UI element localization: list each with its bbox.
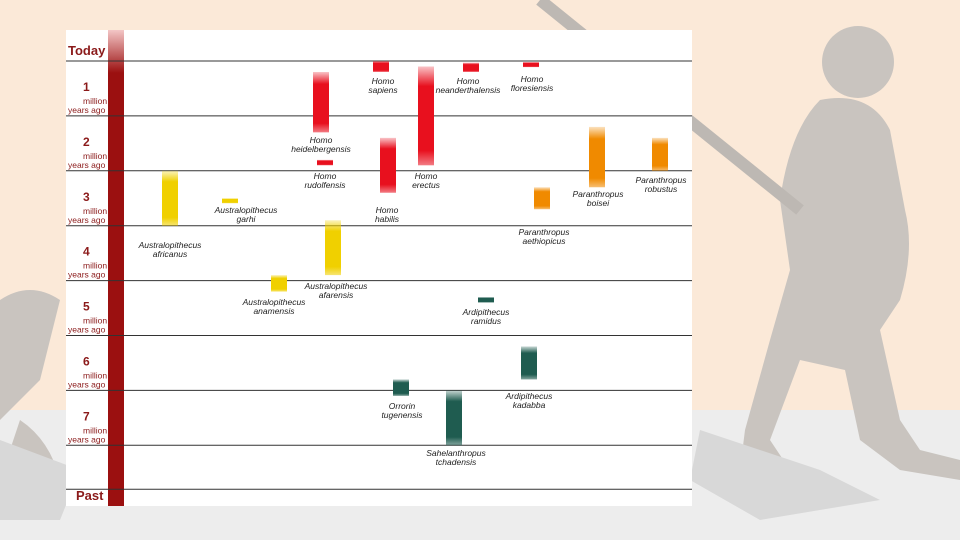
tick-unit-label: years ago: [68, 434, 106, 444]
time-axis-bar: [108, 30, 124, 506]
tick-label-2: 2: [83, 135, 90, 149]
australopithecus-anamensis-label: Australopithecus anamensis: [242, 297, 306, 316]
paranthropus-aethiopicus-bar: [534, 187, 550, 210]
sahelanthropus-tchadensis-label: Sahelanthropus tchadensis: [426, 448, 486, 467]
homo-floresiensis-bar: [523, 62, 539, 68]
tick-unit-label: years ago: [68, 105, 106, 115]
tick-unit-label: years ago: [68, 325, 106, 335]
hominin-timeline-chart: Today Past 1 million years ago 2 million years …: [66, 30, 692, 506]
homo-erectus-label: Homo erectus: [412, 171, 440, 190]
tick-unit-label: years ago: [68, 270, 106, 280]
tick-label-4: 4: [83, 245, 90, 259]
tick-unit-label: million: [83, 371, 107, 381]
sahelanthropus-tchadensis-bar: [446, 390, 462, 446]
homo-sapiens-label: Homo sapiens: [368, 76, 398, 95]
australopithecus-africanus-bar: [162, 170, 178, 226]
paranthropus-boisei-label: Paranthropus boisei: [572, 189, 624, 208]
tick-label-6: 6: [83, 355, 90, 369]
tick-label-5: 5: [83, 300, 90, 314]
australopithecus-afarensis-bar: [325, 220, 341, 276]
tick-unit-label: million: [83, 206, 107, 216]
homo-erectus-bar: [418, 66, 434, 166]
tick-unit-label: million: [83, 96, 107, 106]
tick-label-1: 1: [83, 80, 90, 94]
tick-unit-label: years ago: [68, 380, 106, 390]
orrorin-tugenensis-label: Orrorin tugenensis: [381, 401, 423, 420]
homo-neanderthalensis-bar: [463, 62, 479, 72]
ardipithecus-ramidus-label: Ardipithecus ramidus: [462, 307, 510, 326]
homo-neanderthalensis-label: Homo neanderthalensis: [435, 76, 501, 95]
orrorin-tugenensis-bar: [393, 379, 409, 396]
tick-label-7: 7: [83, 409, 90, 423]
paranthropus-robustus-bar: [652, 137, 668, 171]
paranthropus-robustus-label: Paranthropus robustus: [635, 175, 687, 194]
paranthropus-boisei-bar: [589, 126, 605, 188]
australopithecus-afarensis-label: Australopithecus afarensis: [304, 281, 368, 300]
ardipithecus-ramidus-bar: [478, 297, 494, 303]
tick-label-3: 3: [83, 190, 90, 204]
today-label: Today: [68, 43, 106, 58]
tick-unit-label: years ago: [68, 215, 106, 225]
homo-habilis-bar: [380, 137, 396, 193]
australopithecus-africanus-label: Australopithecus africanus: [138, 240, 202, 259]
australopithecus-garhi-bar: [222, 198, 238, 204]
paranthropus-aethiopicus-label: Paranthropus aethiopicus: [518, 227, 570, 246]
homo-sapiens-bar: [373, 61, 389, 72]
ardipithecus-kadabba-label: Ardipithecus kadabba: [505, 391, 553, 410]
past-label: Past: [76, 488, 104, 503]
homo-heidelbergensis-bar: [313, 71, 329, 133]
homo-rudolfensis-label: Homo rudolfensis: [304, 171, 346, 190]
ardipithecus-kadabba-bar: [521, 346, 537, 380]
tick-unit-label: million: [83, 151, 107, 161]
tick-unit-label: years ago: [68, 160, 106, 170]
tick-unit-label: million: [83, 261, 107, 271]
tick-unit-label: million: [83, 425, 107, 435]
australopithecus-garhi-label: Australopithecus garhi: [214, 205, 278, 224]
tick-unit-label: million: [83, 316, 107, 326]
homo-heidelbergensis-label: Homo heidelbergensis: [291, 135, 351, 154]
homo-floresiensis-label: Homo floresiensis: [510, 74, 554, 93]
australopithecus-anamensis-bar: [271, 275, 287, 292]
homo-rudolfensis-bar: [317, 159, 333, 166]
homo-habilis-label: Homo habilis: [374, 205, 400, 224]
